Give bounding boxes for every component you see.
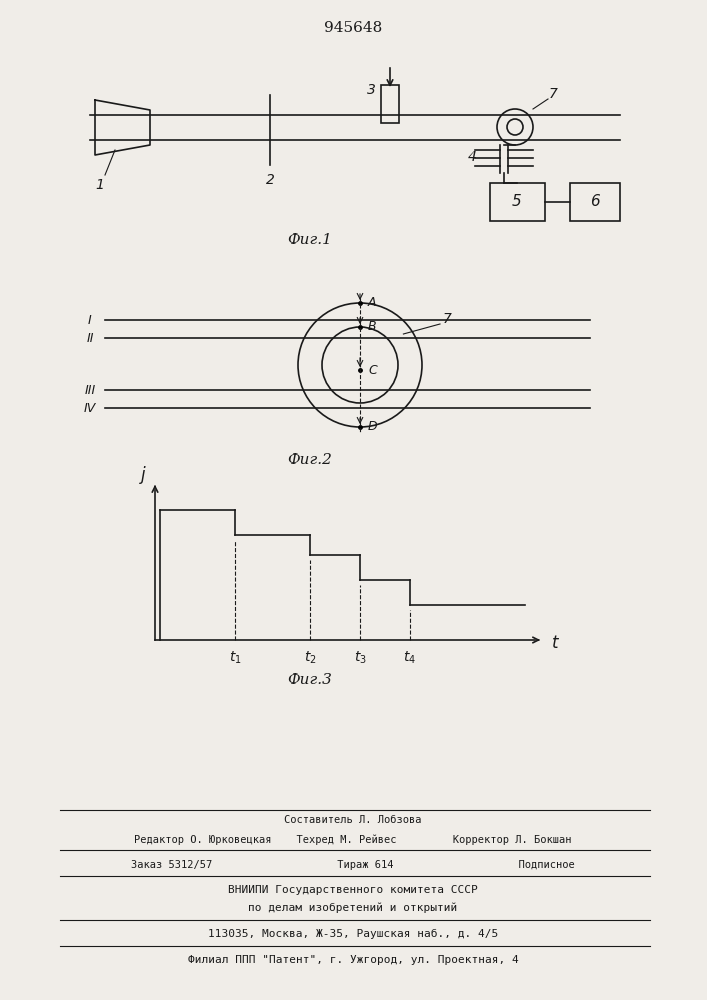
Bar: [381, 85, 399, 123]
Text: $t_2$: $t_2$: [304, 650, 316, 666]
Text: Фиг.3: Фиг.3: [288, 673, 332, 687]
Text: $t_4$: $t_4$: [404, 650, 416, 666]
Text: $t_1$: $t_1$: [228, 650, 241, 666]
Text: 1: 1: [95, 178, 105, 192]
Text: IV: IV: [84, 401, 96, 414]
Text: III: III: [84, 383, 95, 396]
Text: II: II: [86, 332, 94, 344]
Text: 945648: 945648: [324, 21, 382, 35]
Text: по делам изобретений и открытий: по делам изобретений и открытий: [248, 903, 457, 913]
Text: 4: 4: [467, 150, 477, 164]
Text: Заказ 5312/57                    Тираж 614                    Подписное: Заказ 5312/57 Тираж 614 Подписное: [131, 860, 575, 870]
Bar: [490, 183, 545, 221]
Text: I: I: [88, 314, 92, 326]
Text: D: D: [368, 420, 378, 434]
Text: Фиг.1: Фиг.1: [288, 233, 332, 247]
Text: $t_3$: $t_3$: [354, 650, 366, 666]
Text: t: t: [551, 634, 559, 652]
Text: 113035, Москва, Ж-35, Раушская наб., д. 4/5: 113035, Москва, Ж-35, Раушская наб., д. …: [208, 929, 498, 939]
Text: C: C: [368, 363, 377, 376]
Text: Составитель Л. Лобзова: Составитель Л. Лобзова: [284, 815, 422, 825]
Bar: [570, 183, 620, 221]
Text: ВНИИПИ Государственного комитета СССР: ВНИИПИ Государственного комитета СССР: [228, 885, 478, 895]
Text: A: A: [368, 296, 377, 310]
Text: B: B: [368, 320, 377, 334]
Text: j: j: [141, 466, 146, 484]
Text: Фиг.2: Фиг.2: [288, 453, 332, 467]
Text: 5: 5: [512, 194, 522, 210]
Text: 2: 2: [266, 173, 274, 187]
Text: 6: 6: [590, 194, 600, 210]
Text: Редактор О. Юрковецкая    Техред М. Рейвес         Корректор Л. Бокшан: Редактор О. Юрковецкая Техред М. Рейвес …: [134, 835, 572, 845]
Text: Филиал ППП "Патент", г. Ужгород, ул. Проектная, 4: Филиал ППП "Патент", г. Ужгород, ул. Про…: [187, 955, 518, 965]
Text: 7: 7: [549, 87, 557, 101]
Text: 3: 3: [366, 83, 375, 97]
Text: 7: 7: [443, 312, 452, 326]
